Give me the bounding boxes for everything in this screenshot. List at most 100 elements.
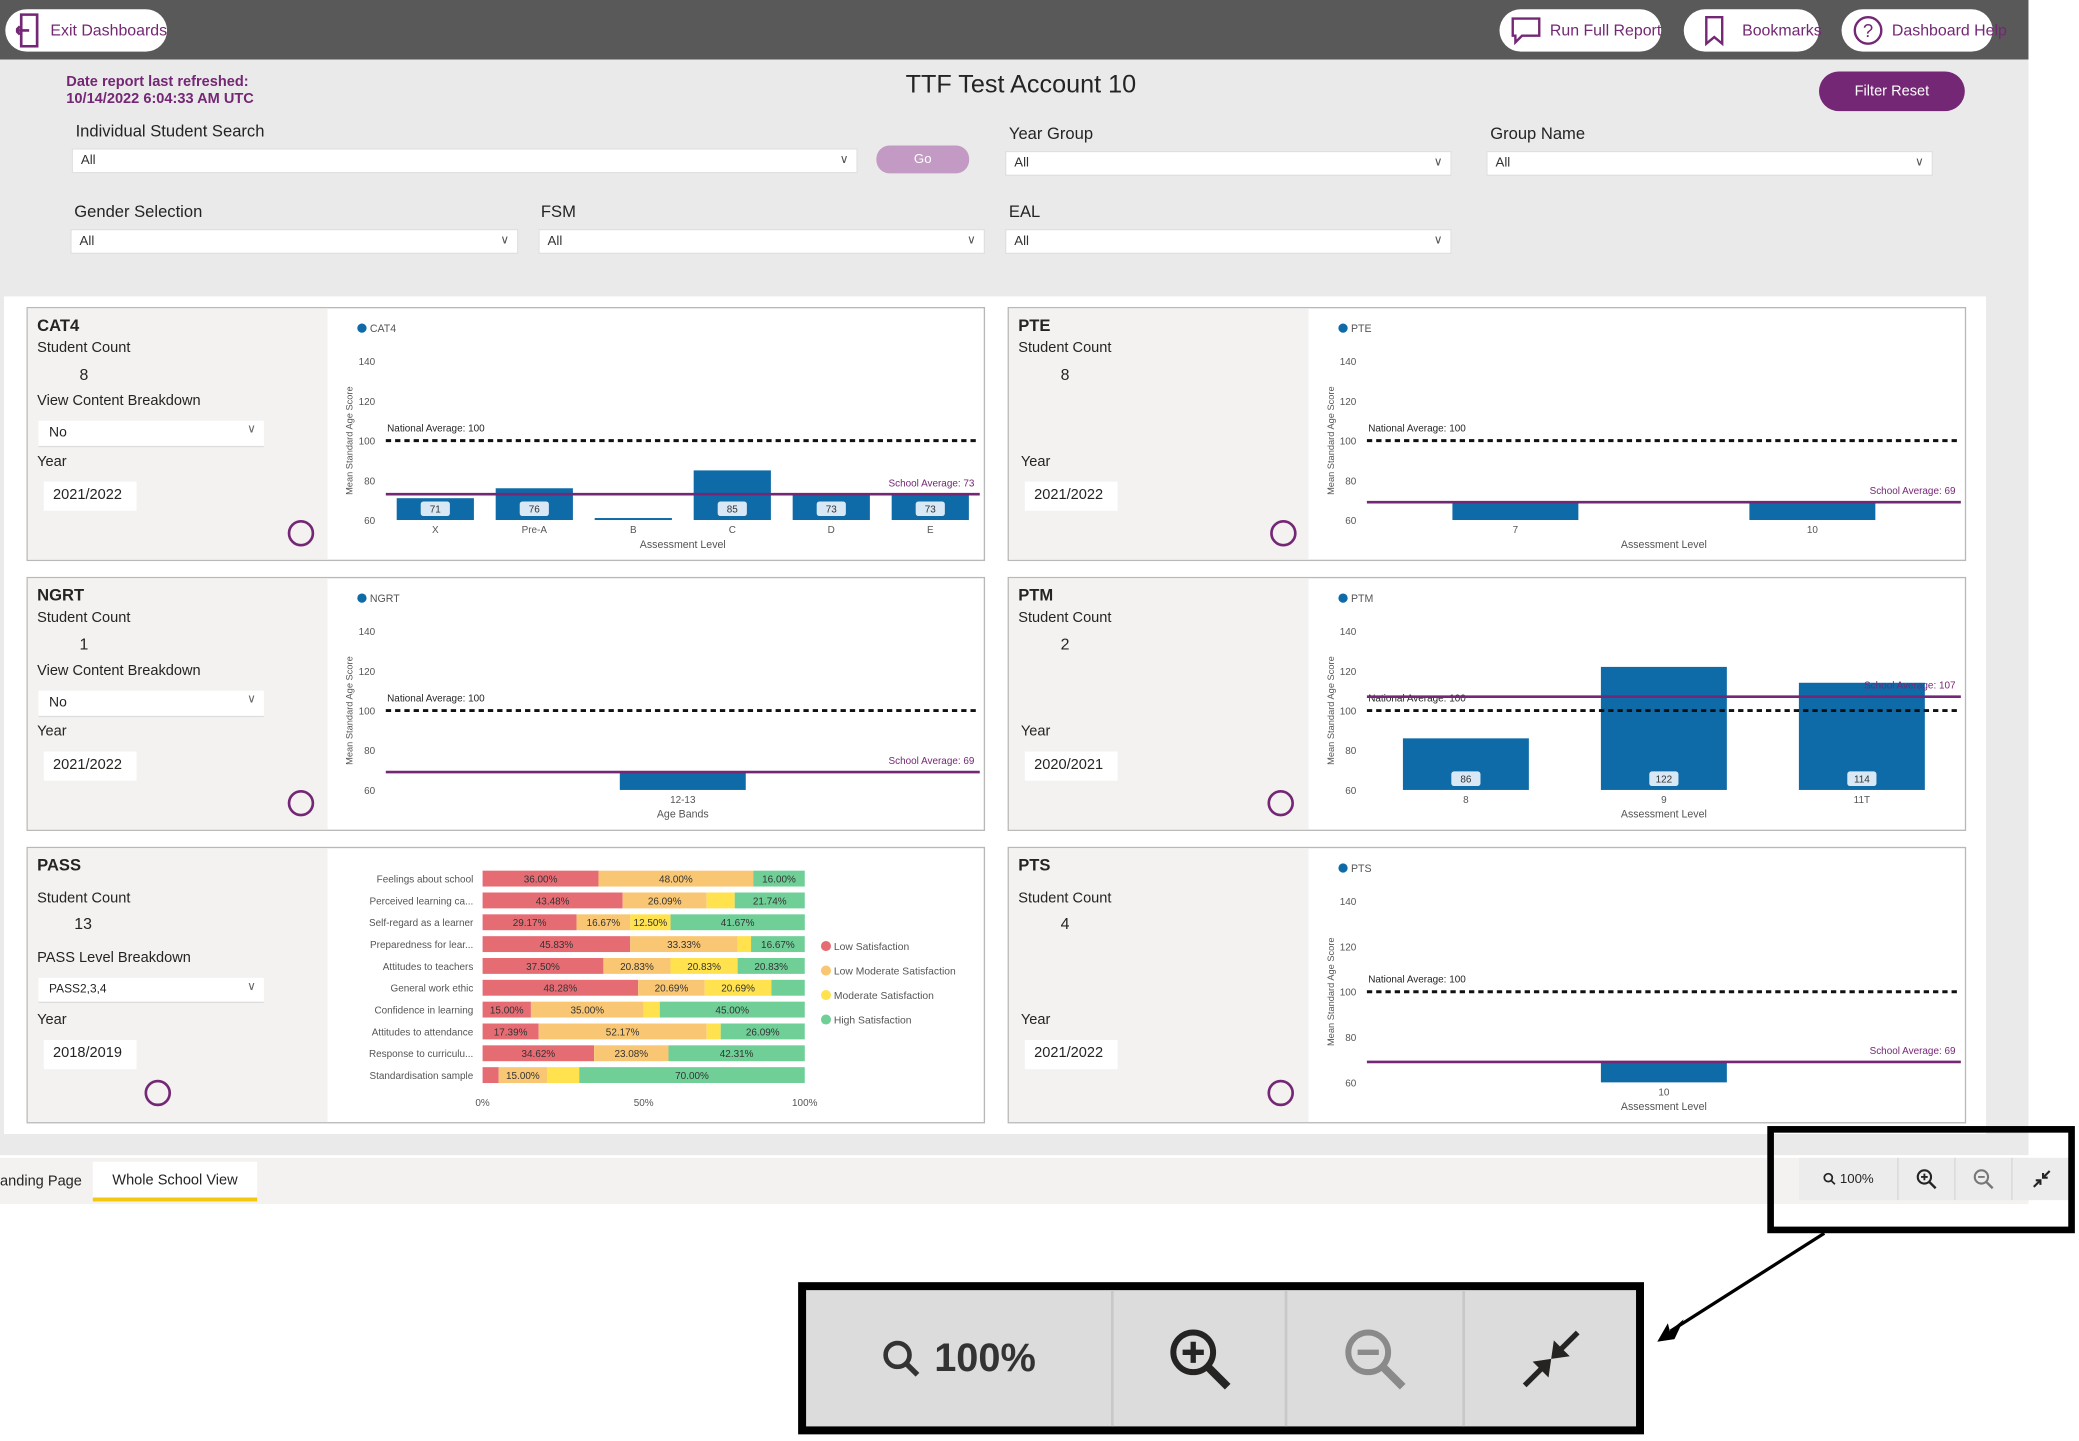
bar-segment (482, 979, 639, 996)
zoom-out-button[interactable] (1954, 1157, 2011, 1201)
dashboard-help-label: Dashboard Help (1891, 21, 2007, 40)
data-label: 20.83% (754, 962, 788, 973)
y-tick-label: 100 (359, 707, 376, 718)
bar-segment (704, 979, 772, 996)
cat4-year-label: Year (37, 453, 67, 470)
y-tick-label: 60 (364, 516, 376, 527)
pte-chart: PTE Mean Standard Age Score 60 80 100 120 140 7… (1326, 323, 1961, 551)
zoom-in-button-large[interactable] (1111, 1290, 1285, 1427)
gender-dropdown[interactable]: All ∨ (70, 228, 519, 255)
bookmarks-button[interactable]: Bookmarks (1683, 9, 1822, 52)
national-average-label: National Average: 100 (1368, 974, 1466, 985)
pts-chart: PTS Mean Standard Age Score 60 80 100 120 140 1… (1326, 863, 1961, 1113)
zoom-level-button-large[interactable]: 100% (806, 1290, 1111, 1426)
data-label-bg (1451, 771, 1481, 786)
bar (1600, 666, 1727, 790)
ptm-card: PTM Student Count 2 Year 2020/2021 PTM Me… (1007, 576, 1967, 831)
ngrt-breakdown-dropdown[interactable]: No ∨ (38, 690, 264, 718)
y-axis-title: Mean Standard Age Score (345, 386, 355, 495)
y-tick-label: 60 (364, 786, 376, 797)
pte-card: PTE Student Count 8 Year 2021/2022 PTE Me… (1007, 306, 1967, 562)
exit-dashboards-button[interactable]: Exit Dashboards (5, 9, 167, 52)
chevron-down-icon: ∨ (247, 422, 256, 436)
go-button[interactable]: Go (876, 145, 970, 174)
pass-breakdown-dropdown[interactable]: PASS2,3,4 ∨ (38, 977, 264, 1003)
bar (1600, 1061, 1727, 1083)
ngrt-breakdown-value: No (49, 694, 67, 711)
pass-card: PASS Student Count 13 PASS Level Breakdo… (26, 846, 986, 1124)
legend-label: Moderate Satisfaction (834, 991, 934, 1002)
tab-whole-school-view[interactable]: Whole School View (92, 1161, 258, 1202)
group-name-dropdown[interactable]: All ∨ (1486, 150, 1934, 176)
data-label-bg (816, 501, 846, 517)
bar-segment (576, 914, 631, 931)
data-label: 20.83% (687, 962, 721, 973)
run-full-report-button[interactable]: Run Full Report (1499, 9, 1661, 52)
ptm-side-panel: PTM Student Count 2 Year 2020/2021 (1008, 578, 1309, 830)
cat4-title: CAT4 (37, 316, 80, 335)
cat4-count-label: Student Count (37, 340, 131, 356)
school-average-label: School Average: 73 (889, 478, 975, 489)
fit-to-page-button[interactable] (2011, 1157, 2069, 1201)
dashboard-help-button[interactable]: ? Dashboard Help (1841, 9, 2007, 52)
category-label: Response to curriculu... (369, 1049, 473, 1060)
y-tick-label: 140 (359, 357, 376, 368)
legend-marker (357, 323, 367, 333)
bar-segment (720, 1023, 805, 1040)
bar-segment (771, 979, 805, 996)
national-average-label: National Average: 100 (1368, 693, 1466, 704)
y-tick-label: 80 (364, 746, 376, 757)
data-label-bg (420, 501, 450, 517)
eal-dropdown[interactable]: All ∨ (1004, 228, 1452, 255)
pass-info-circle-icon[interactable] (144, 1079, 172, 1107)
collapse-arrows-icon (2032, 1170, 2050, 1188)
zoom-in-icon (1916, 1169, 1937, 1190)
cat4-card: CAT4 Student Count 8 View Content Breakd… (26, 306, 986, 562)
year-group-dropdown[interactable]: All ∨ (1004, 150, 1452, 176)
data-label: 16.67% (587, 918, 621, 929)
bar-segment (482, 1023, 539, 1040)
cat4-breakdown-dropdown[interactable]: No ∨ (38, 420, 264, 448)
student-search-dropdown[interactable]: All ∨ (71, 148, 858, 174)
fit-to-page-button-large[interactable] (1462, 1290, 1636, 1427)
help-icon: ? (1853, 16, 1883, 45)
bar-segment (598, 870, 754, 887)
bar-segment (737, 957, 805, 974)
chevron-down-icon: ∨ (839, 152, 849, 166)
x-tick-label: E (927, 525, 934, 536)
fsm-value: All (547, 234, 563, 249)
student-search-label: Individual Student Search (75, 121, 265, 141)
national-average-label: National Average: 100 (1368, 423, 1466, 434)
data-label: 20.83% (620, 962, 654, 973)
chevron-down-icon: ∨ (1433, 154, 1443, 169)
ngrt-info-circle-icon[interactable] (287, 789, 315, 817)
data-label-bg (519, 501, 549, 517)
zoom-in-button[interactable] (1897, 1157, 1954, 1201)
data-label-bg (717, 501, 747, 517)
zoom-out-button-large[interactable] (1284, 1290, 1463, 1427)
ngrt-year-label: Year (37, 723, 67, 740)
filter-reset-button[interactable]: Filter Reset (1818, 71, 1965, 112)
ngrt-side-panel: NGRT Student Count 1 View Content Breakd… (27, 578, 328, 830)
data-label: 26.09% (746, 1027, 780, 1038)
x-tick-label: 10 (1807, 525, 1819, 536)
pass-count-label: Student Count (37, 890, 131, 907)
bar-segment (482, 870, 599, 887)
fsm-dropdown[interactable]: All ∨ (538, 228, 986, 255)
tab-landing-page[interactable]: anding Page (0, 1173, 82, 1190)
y-tick-label: 140 (359, 627, 376, 638)
y-tick-label: 120 (359, 397, 376, 408)
data-label: 29.17% (513, 918, 547, 929)
pte-info-circle-icon[interactable] (1270, 520, 1297, 547)
bar-segment (734, 892, 805, 909)
legend-label: PTM (1351, 593, 1373, 605)
cat4-info-circle-icon[interactable] (287, 520, 315, 547)
bar-segment (753, 870, 805, 887)
pte-title: PTE (1018, 316, 1051, 335)
bar-segment (482, 892, 623, 909)
zoom-level-button[interactable]: 100% (1799, 1158, 1897, 1200)
x-tick-label: 7 (1513, 525, 1519, 536)
ptm-info-circle-icon[interactable] (1267, 789, 1294, 817)
pts-info-circle-icon[interactable] (1267, 1079, 1294, 1107)
legend-marker (1338, 323, 1348, 333)
